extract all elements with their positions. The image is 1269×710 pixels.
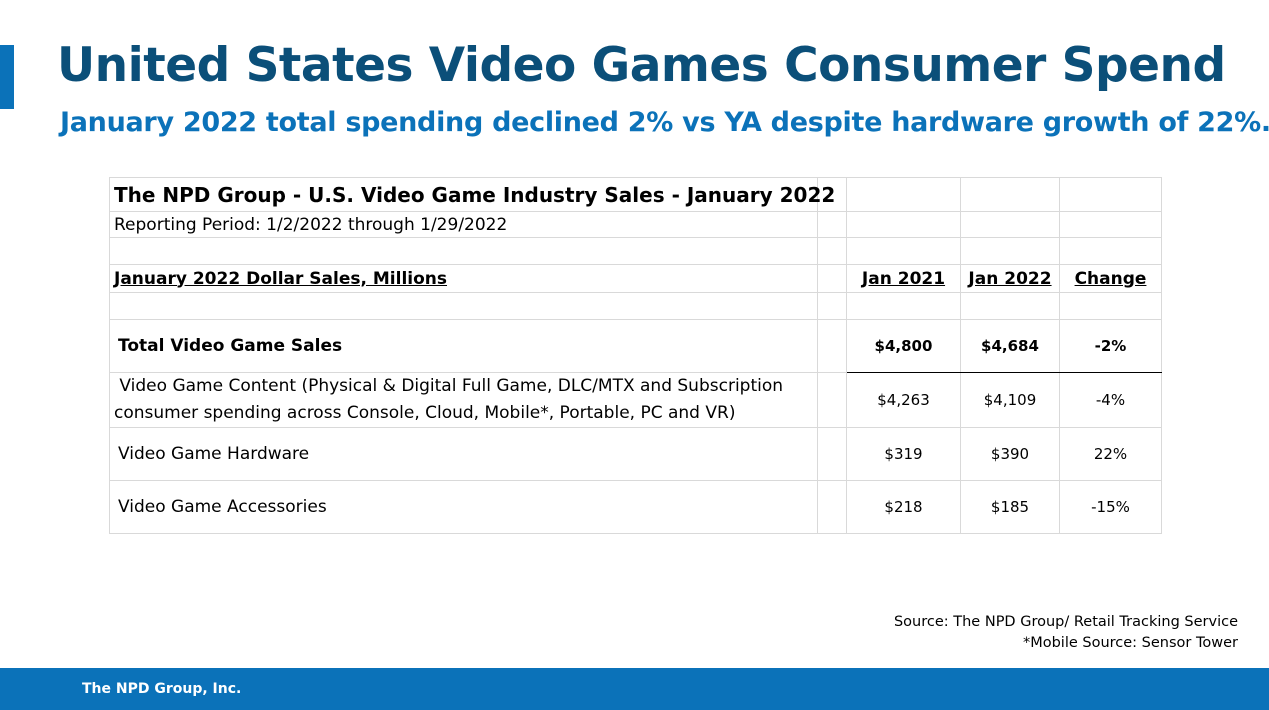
cell-total-jan-2022: $4,684 (960, 319, 1060, 373)
cell-hardware-change: 22% (1059, 427, 1162, 481)
source-note: Source: The NPD Group/ Retail Tracking S… (894, 612, 1238, 654)
sales-table: The NPD Group - U.S. Video Game Industry… (109, 177, 1162, 534)
cell-accessories-jan-2021: $218 (846, 480, 961, 534)
cell-content-jan-2021: $4,263 (846, 372, 961, 428)
row-label-hardware: Video Game Hardware (109, 427, 818, 481)
cell-hardware-jan-2022: $390 (960, 427, 1060, 481)
table-row-accessories: Video Game Accessories $218 $185 -15% (109, 480, 1162, 534)
table-row-content: Video Game Content (Physical & Digital F… (109, 372, 1162, 428)
row-label-content-line2: consumer spending across Console, Cloud,… (114, 403, 736, 423)
table-row: Reporting Period: 1/2/2022 through 1/29/… (109, 211, 1162, 238)
column-header-jan-2021: Jan 2021 (846, 264, 961, 293)
cell-accessories-jan-2022: $185 (960, 480, 1060, 534)
mobile-source-line: *Mobile Source: Sensor Tower (1022, 635, 1238, 651)
table-row: The NPD Group - U.S. Video Game Industry… (109, 177, 1162, 212)
slide-subtitle: January 2022 total spending declined 2% … (60, 107, 1269, 138)
cell-accessories-change: -15% (1059, 480, 1162, 534)
section-header: January 2022 Dollar Sales, Millions (109, 264, 818, 293)
slide-title: United States Video Games Consumer Spend (57, 38, 1226, 93)
cell-total-jan-2021: $4,800 (846, 319, 961, 373)
cell-total-change: -2% (1059, 319, 1162, 373)
footer-company: The NPD Group, Inc. (82, 681, 242, 697)
column-header-change: Change (1059, 264, 1162, 293)
report-title: The NPD Group - U.S. Video Game Industry… (109, 177, 835, 212)
cell-hardware-jan-2021: $319 (846, 427, 961, 481)
column-header-jan-2022: Jan 2022 (960, 264, 1060, 293)
reporting-period: Reporting Period: 1/2/2022 through 1/29/… (109, 211, 818, 238)
row-label-content-line1: Video Game Content (Physical & Digital F… (119, 376, 784, 396)
table-row (109, 237, 1162, 265)
source-line: Source: The NPD Group/ Retail Tracking S… (893, 614, 1238, 630)
cell-content-jan-2022: $4,109 (960, 372, 1060, 428)
row-label-accessories: Video Game Accessories (109, 480, 818, 534)
table-row-hardware: Video Game Hardware $319 $390 22% (109, 427, 1162, 481)
table-header-row: January 2022 Dollar Sales, Millions Jan … (109, 264, 1162, 293)
row-label-content: Video Game Content (Physical & Digital F… (109, 372, 818, 428)
table-row-total: Total Video Game Sales $4,800 $4,684 -2% (109, 319, 1162, 373)
table-row (109, 292, 1162, 320)
accent-bar (0, 45, 14, 109)
cell-content-change: -4% (1059, 372, 1162, 428)
footer-bar: The NPD Group, Inc. (0, 668, 1269, 710)
row-label-total: Total Video Game Sales (109, 319, 818, 373)
